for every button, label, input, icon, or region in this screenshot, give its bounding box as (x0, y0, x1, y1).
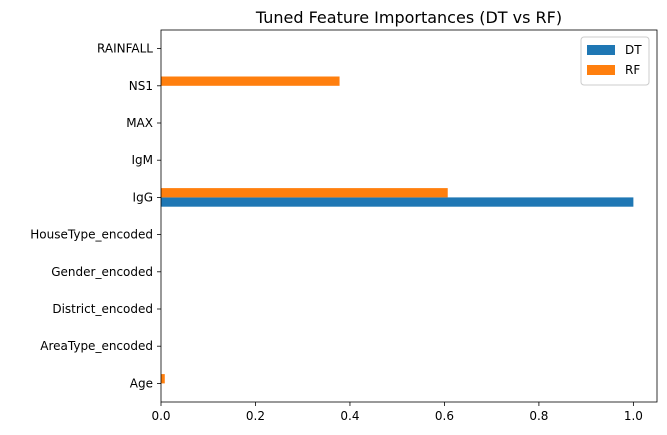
y-tick-label-3: Gender_encoded (51, 265, 153, 279)
y-axis-ticks: Age AreaType_encoded District_encoded Gende… (30, 42, 161, 390)
bar-rf-0 (161, 374, 165, 384)
bar-rf-5 (161, 188, 448, 198)
y-tick-label-2: District_encoded (52, 302, 153, 316)
x-tick-label-0: 0.0 (151, 409, 170, 423)
y-tick-label-8: NS1 (129, 79, 153, 93)
legend-swatch-dt (587, 45, 615, 55)
legend-swatch-rf (587, 65, 615, 75)
bar-rf-8 (161, 76, 340, 86)
y-tick-label-6: IgM (131, 153, 153, 167)
x-tick-label-2: 0.4 (340, 409, 359, 423)
legend-label-dt: DT (625, 43, 642, 57)
y-tick-label-7: MAX (126, 116, 153, 130)
y-tick-label-5: IgG (133, 190, 153, 204)
x-axis-ticks: 0.0 0.2 0.4 0.6 0.8 1.0 (151, 402, 643, 423)
y-tick-label-0: Age (130, 376, 153, 390)
legend: DT RF (580, 36, 650, 86)
plot-frame (160, 29, 658, 403)
bar-dt-5 (161, 197, 634, 207)
legend-label-rf: RF (625, 63, 640, 77)
chart-title: Tuned Feature Importances (DT vs RF) (255, 8, 562, 27)
x-tick-label-5: 1.0 (624, 409, 643, 423)
x-tick-label-4: 0.8 (529, 409, 548, 423)
x-tick-label-1: 0.2 (246, 409, 265, 423)
y-tick-label-1: AreaType_encoded (40, 339, 153, 353)
y-tick-label-4: HouseType_encoded (30, 228, 153, 242)
bars-group (161, 76, 634, 384)
x-tick-label-3: 0.6 (435, 409, 454, 423)
y-tick-label-9: RAINFALL (97, 42, 153, 56)
